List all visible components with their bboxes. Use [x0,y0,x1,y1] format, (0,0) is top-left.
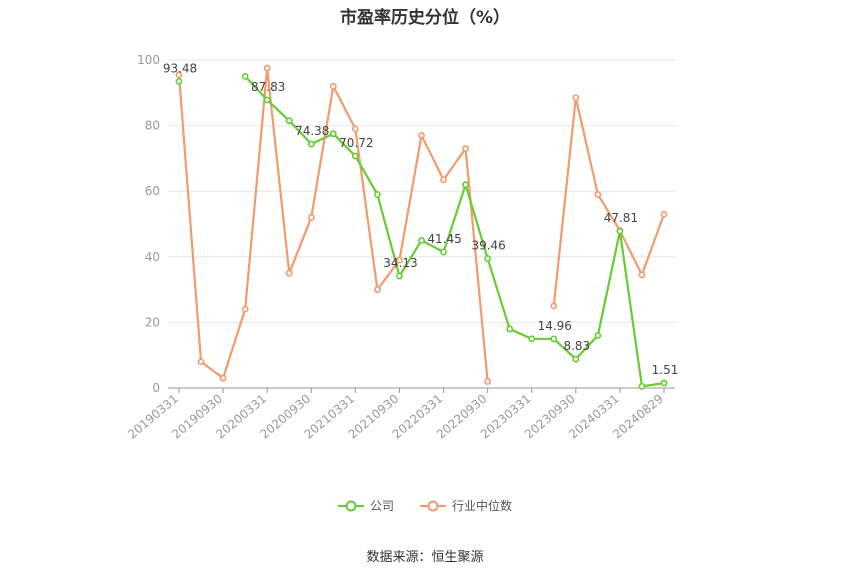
data-point [638,271,646,279]
data-label: 8.83 [563,339,590,353]
data-point [418,132,425,139]
series-line [552,96,666,307]
data-point [285,117,293,125]
data-point [241,73,249,80]
data-label: 41.45 [427,232,461,246]
series-points [175,64,668,390]
data-label: 70.72 [339,136,373,150]
data-point [329,130,337,138]
y-tick-label: 40 [145,250,160,264]
y-tick-label: 20 [145,315,160,329]
data-point [374,286,381,293]
data-label: 14.96 [538,319,572,333]
y-axis: 0 20 40 60 80 100 [137,53,160,395]
data-point [660,210,668,218]
data-point [374,191,381,198]
data-point [572,94,580,102]
legend: 公司 行业中位数 [0,497,850,514]
data-point [594,191,602,198]
data-point [219,374,227,382]
source-note: 数据来源：恒生聚源 [366,550,484,565]
data-point [175,77,183,85]
legend-item-company[interactable]: 公司 [337,497,394,514]
grid-lines [168,59,675,389]
data-point [307,140,315,148]
data-point [528,335,536,343]
data-point [506,325,514,333]
y-tick-label: 0 [152,381,160,395]
data-point [572,355,580,363]
data-point [462,181,469,189]
data-point [285,269,293,277]
data-point [550,302,558,310]
data-point [638,382,646,390]
x-axis: 2019033120190930202003312020093020210331… [125,387,675,442]
data-point [396,272,403,280]
data-point [351,125,359,133]
data-point [594,332,602,339]
data-point [484,378,492,385]
data-point [418,236,425,244]
chart-title: 市盈率历史分位（%） [339,8,511,28]
data-label: 39.46 [471,239,505,253]
data-point [616,227,624,235]
data-label: 93.48 [163,61,197,75]
data-point [440,176,447,184]
series-lines [177,67,666,388]
legend-label-company: 公司 [369,499,394,513]
y-tick-label: 80 [145,119,160,133]
legend-marker-industry-icon [420,500,446,511]
data-point [396,256,403,264]
data-point [175,71,183,79]
data-label: 87.83 [251,80,285,94]
series-line [244,75,665,388]
data-point [329,82,337,90]
data-label: 47.81 [604,211,638,225]
y-tick-label: 100 [137,53,160,67]
series-line [177,67,489,382]
data-labels: 93.48 87.83 74.38 70.72 34.13 41.45 39.46 14.96… [163,61,679,377]
data-point [660,379,668,387]
data-label: 1.51 [652,363,679,377]
data-point [440,248,447,256]
data-point [241,305,249,313]
data-point [263,64,271,72]
legend-item-industry-median[interactable]: 行业中位数 [420,497,512,514]
data-label: 34.13 [383,256,417,270]
data-point [197,358,205,366]
data-label: 74.38 [295,124,329,138]
data-point [484,255,492,262]
data-point [351,152,359,160]
data-point [263,96,271,104]
y-tick-label: 60 [145,184,160,198]
legend-label-industry-median: 行业中位数 [452,499,513,513]
data-point [550,335,558,343]
data-point [462,145,469,152]
legend-marker-company-icon [337,500,364,511]
data-point [307,214,315,221]
